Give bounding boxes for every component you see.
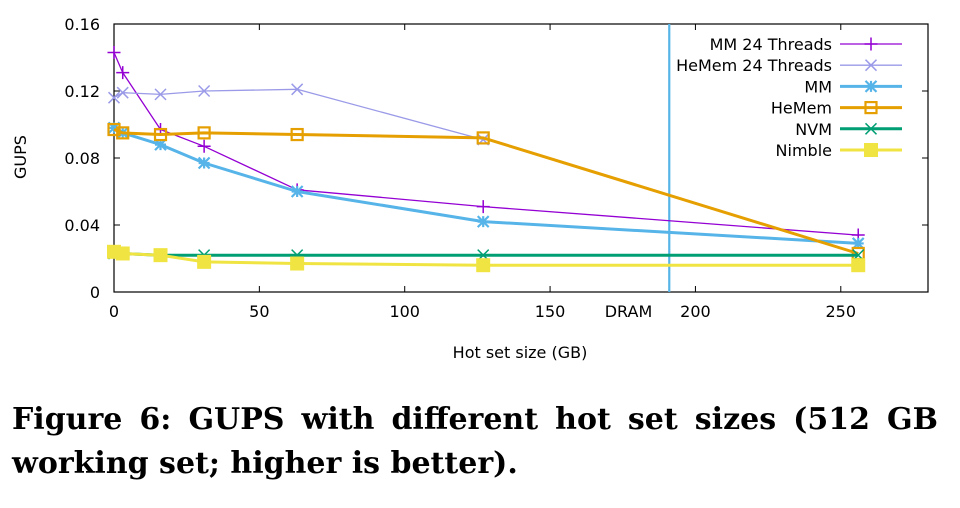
legend-item: HeMem [771, 99, 902, 118]
legend: MM 24 Threads HeMem 24 Threads MM HeMem NVM N… [676, 35, 902, 160]
data-point [476, 200, 490, 214]
data-point [107, 121, 121, 135]
series-hemem [107, 122, 865, 261]
data-point [290, 127, 304, 142]
data-point [154, 138, 167, 151]
legend-label: MM 24 Threads [710, 35, 832, 54]
series-line [114, 252, 859, 257]
data-point [116, 66, 130, 80]
legend-label: NVM [795, 120, 832, 139]
legend-item: NVM [795, 120, 902, 139]
legend-marker [864, 37, 878, 51]
x-tick-label: 200 [680, 302, 711, 321]
data-point [197, 126, 211, 140]
y-tick-label: 0.04 [64, 216, 100, 235]
legend-marker [864, 143, 878, 157]
data-point [115, 246, 130, 261]
y-tick-label: 0.08 [64, 149, 100, 168]
x-tick-label: 0 [109, 302, 119, 321]
legend-label: Nimble [776, 141, 832, 160]
data-point [851, 258, 866, 273]
data-point [198, 84, 211, 98]
x-tick-label: 250 [826, 302, 857, 321]
data-point [107, 91, 121, 104]
data-point [476, 258, 491, 273]
data-point [291, 83, 304, 96]
x-axis-label: Hot set size (GB) [453, 343, 588, 362]
axis-ticks: 0 50 100 150 200 250 0 0.04 0.08 0.12 0.16 [64, 15, 928, 321]
data-point [476, 131, 490, 145]
data-point [197, 139, 211, 153]
y-axis-label: GUPS [11, 135, 30, 179]
gups-line-chart: 0 50 100 150 200 250 0 0.04 0.08 0.12 0.16 DRAM Ho… [11, 15, 929, 362]
legend-marker [864, 80, 878, 93]
data-point [153, 127, 168, 142]
data-point [154, 88, 167, 101]
chart-annotations: DRAM [605, 24, 671, 321]
y-tick-label: 0.12 [64, 82, 100, 101]
data-point [197, 156, 211, 170]
data-point [290, 185, 304, 198]
data-point [153, 248, 168, 263]
x-tick-label: 100 [389, 302, 420, 321]
data-point [851, 237, 865, 250]
legend-label: HeMem [771, 99, 832, 118]
legend-marker [864, 122, 878, 135]
legend-item: HeMem 24 Threads [676, 56, 902, 75]
legend-label: MM [804, 77, 832, 96]
series-nimble [107, 244, 866, 273]
data-point [107, 122, 121, 137]
data-point [116, 126, 130, 140]
data-point [476, 215, 490, 228]
data-point [290, 256, 305, 271]
y-tick-label: 0.16 [64, 15, 100, 34]
legend-marker [864, 59, 878, 72]
legend-item: MM [804, 77, 902, 96]
x-tick-label: 150 [535, 302, 566, 321]
data-point [197, 254, 212, 269]
data-point [107, 45, 121, 59]
series-layer [107, 45, 866, 273]
legend-item: MM 24 Threads [710, 35, 902, 54]
legend-marker [864, 100, 878, 115]
y-tick-label: 0 [90, 283, 100, 302]
series-mm [107, 121, 865, 250]
figure-caption: Figure 6: GUPS with different hot set si… [12, 402, 938, 481]
series-line [113, 88, 484, 141]
data-point [116, 86, 129, 99]
legend-item: Nimble [776, 141, 902, 160]
axis-labels: Hot set size (GB) GUPS [11, 135, 587, 362]
legend-label: HeMem 24 Threads [676, 56, 832, 75]
x-tick-label: 50 [249, 302, 269, 321]
series-hemem-24-threads [107, 83, 490, 146]
series-line [113, 128, 859, 255]
dram-label: DRAM [605, 302, 653, 321]
